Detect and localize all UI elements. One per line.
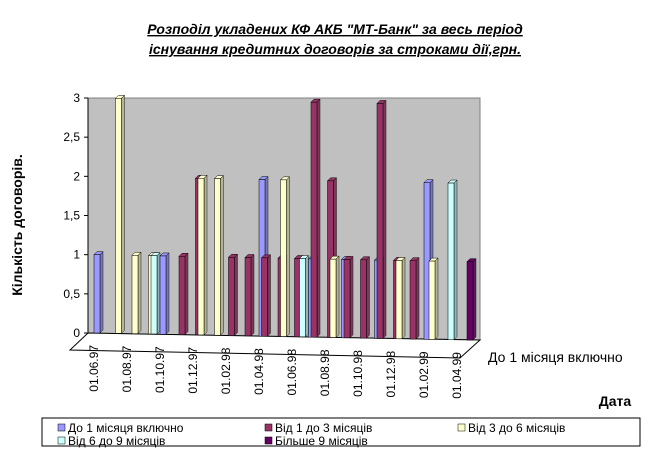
x-tick-label: 01.10.98 bbox=[351, 350, 365, 397]
chart-title: Розподіл укладених КФ АКБ "МТ-Банк" за в… bbox=[147, 21, 523, 37]
bar-side bbox=[267, 254, 271, 337]
x-tick-label: 01.02.99 bbox=[417, 351, 431, 398]
legend-label: До 1 місяця включно bbox=[68, 421, 184, 435]
legend-label: Від 1 до 3 місяців bbox=[275, 421, 372, 435]
legend-swatch bbox=[57, 436, 66, 445]
bar-side bbox=[184, 252, 189, 336]
bar bbox=[395, 260, 403, 340]
bar bbox=[261, 257, 268, 337]
y-tick-label: 0,5 bbox=[63, 287, 80, 301]
y-tick-label: 2,5 bbox=[63, 130, 80, 144]
y-tick-label: 3 bbox=[73, 91, 80, 105]
bar bbox=[329, 258, 337, 338]
x-tick-label: 01.12.98 bbox=[384, 350, 398, 397]
bar bbox=[428, 260, 436, 340]
bar-side bbox=[366, 256, 370, 339]
bar bbox=[228, 256, 235, 336]
y-tick-label: 1 bbox=[73, 248, 80, 262]
bar-side bbox=[453, 179, 458, 341]
bar-side bbox=[156, 252, 161, 335]
bar-side bbox=[220, 174, 224, 336]
bar-side bbox=[234, 253, 238, 337]
x-tick-label: 01.04.99 bbox=[450, 352, 464, 399]
x-tick-label: 01.04.98 bbox=[252, 348, 266, 395]
x-tick-label: 01.12.97 bbox=[186, 347, 200, 394]
bar bbox=[131, 255, 139, 334]
bar-side bbox=[472, 258, 477, 341]
bar bbox=[178, 256, 186, 335]
bar bbox=[280, 179, 287, 337]
x-tick-label: 01.06.97 bbox=[87, 345, 101, 392]
legend-swatch bbox=[264, 423, 273, 432]
legend-label: Більше 9 місяців bbox=[275, 434, 368, 448]
bar bbox=[447, 182, 455, 340]
bar-side bbox=[335, 255, 340, 339]
x-axis-title: Дата bbox=[599, 393, 632, 409]
bar bbox=[466, 261, 474, 341]
bar-side bbox=[286, 176, 290, 338]
bar bbox=[409, 260, 417, 340]
bar-side bbox=[401, 256, 406, 340]
bar-side bbox=[121, 94, 125, 334]
legend-label: Від 6 до 9 місяців bbox=[68, 434, 165, 448]
legend-swatch bbox=[457, 423, 466, 432]
bar bbox=[214, 178, 221, 336]
legend-swatch bbox=[57, 423, 66, 432]
x-tick-label: 01.10.97 bbox=[153, 346, 167, 393]
legend-swatch bbox=[264, 436, 273, 445]
bar bbox=[343, 259, 351, 339]
bar bbox=[376, 103, 384, 339]
depth-axis-label: До 1 місяця включно bbox=[488, 349, 623, 365]
x-tick-label: 01.08.97 bbox=[120, 345, 134, 392]
bar bbox=[93, 254, 101, 334]
bar-side bbox=[137, 251, 142, 335]
bar bbox=[299, 258, 306, 338]
x-tick-label: 01.08.98 bbox=[318, 349, 332, 396]
chart-title: існування кредитних договорів за строкам… bbox=[149, 41, 521, 57]
bar bbox=[360, 259, 367, 339]
bar-side bbox=[165, 252, 170, 335]
y-axis-title: Кількість договорів. bbox=[9, 154, 25, 296]
legend-label: Від 3 до 6 місяців bbox=[468, 421, 565, 435]
bar-side bbox=[434, 257, 439, 341]
bar-side bbox=[382, 99, 387, 340]
bar bbox=[310, 101, 318, 338]
bar-side bbox=[415, 257, 420, 340]
y-tick-label: 0 bbox=[73, 326, 80, 340]
bar-side bbox=[203, 174, 208, 336]
bar bbox=[244, 257, 252, 337]
x-tick-label: 01.02.98 bbox=[219, 347, 233, 394]
bar bbox=[115, 98, 122, 334]
legend bbox=[41, 417, 641, 447]
bar-side bbox=[250, 253, 255, 337]
bar bbox=[159, 255, 167, 335]
y-tick-label: 1,5 bbox=[63, 209, 80, 223]
bar bbox=[197, 178, 205, 336]
bar bbox=[150, 255, 158, 335]
y-tick-label: 2 bbox=[73, 169, 80, 183]
bar-side bbox=[349, 255, 354, 339]
x-tick-label: 01.06.98 bbox=[285, 349, 299, 396]
bar-side bbox=[99, 251, 104, 334]
bar-side bbox=[305, 254, 309, 338]
bar-side bbox=[316, 98, 321, 338]
